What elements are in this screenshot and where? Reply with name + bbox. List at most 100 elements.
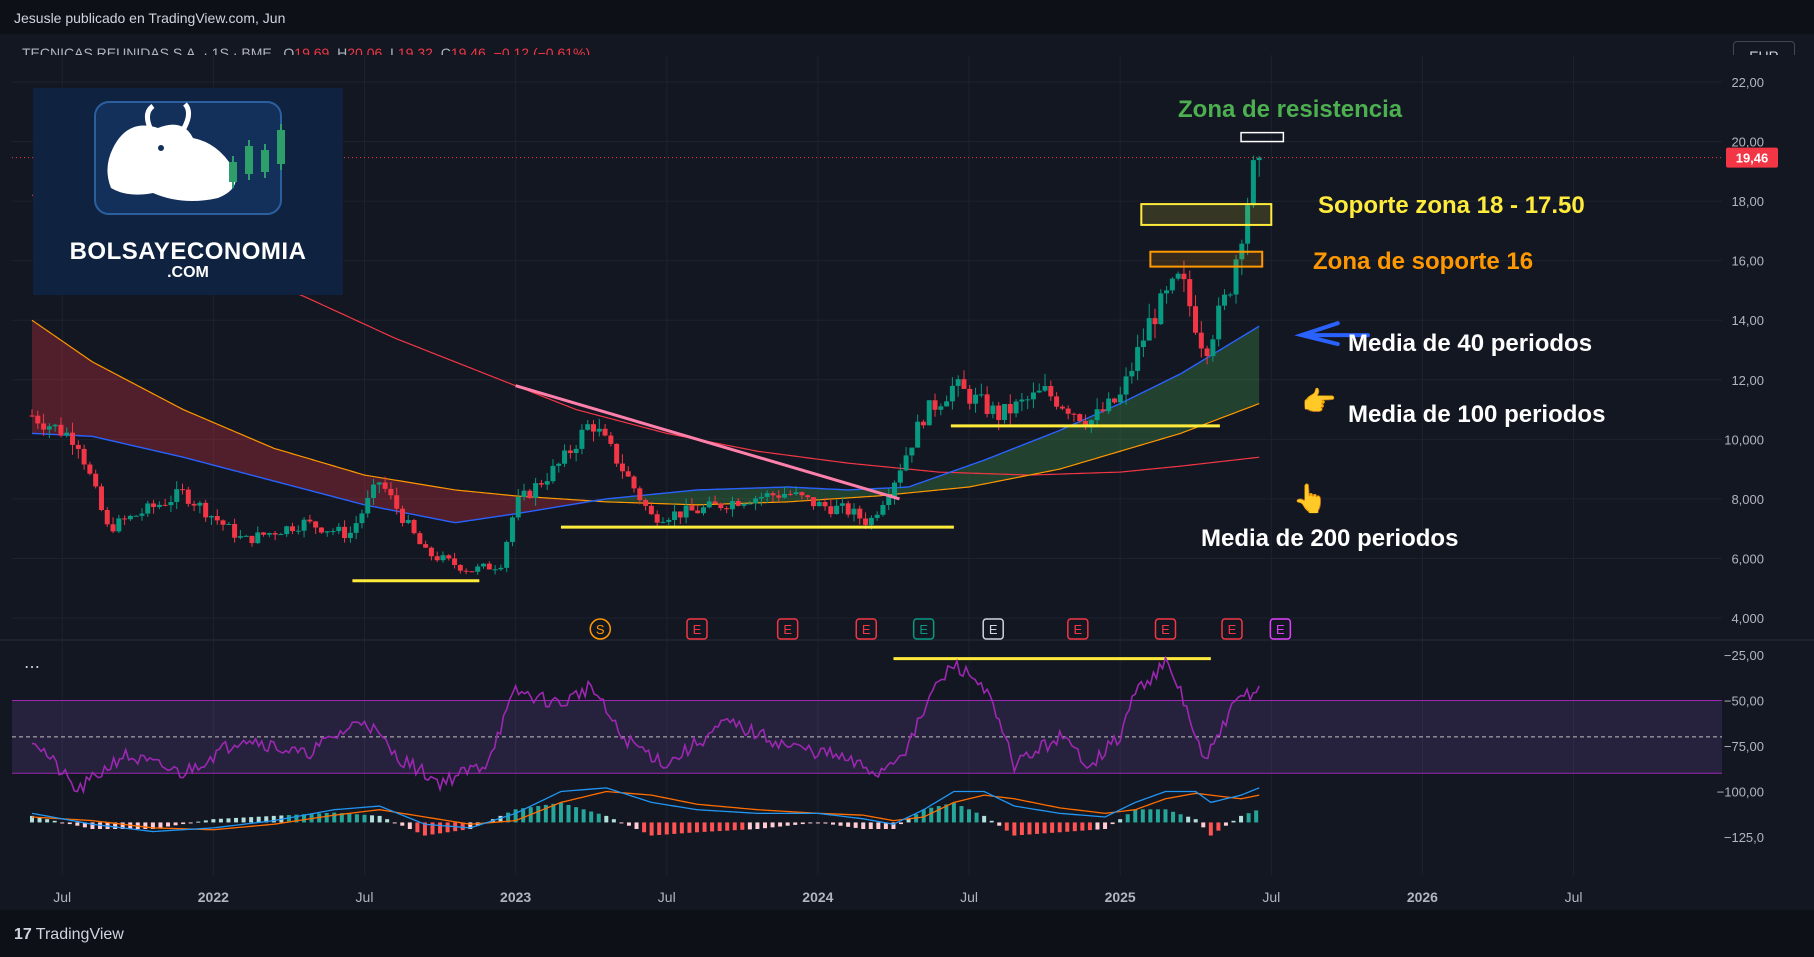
price-axis-label: 6,000 [1731,551,1764,566]
macd-histogram-bar [521,808,526,823]
macd-histogram-bar [264,816,269,823]
candle-body [237,536,243,538]
macd-histogram-bar [422,822,427,836]
candle-body [834,505,840,515]
tradingview-logo-icon: 17 [14,926,32,943]
macd-histogram-bar [1110,822,1115,825]
candle-body [973,394,979,404]
price-axis-label: 16,00 [1731,254,1764,269]
candle-body [920,421,926,426]
macd-histogram-bar [664,822,669,835]
earnings-marker [1269,618,1292,640]
macd-signal-line [31,790,1260,831]
macd-histogram-bar [400,822,405,826]
candle-body [1100,409,1106,412]
macd-histogram-bar [649,822,654,836]
price-axis-label: 10,000 [1724,432,1764,447]
candle-body [220,520,226,525]
publisher-text: Jesusle publicado en TradingView.com, Ju… [14,10,286,26]
candle-body [434,556,440,561]
candle-body [614,443,620,464]
macd-histogram-bar [619,822,624,824]
candle-body [481,563,487,567]
candle-body [1123,376,1129,395]
candle-body [1036,390,1042,393]
macd-histogram-bar [596,813,601,823]
candle-body [741,503,747,506]
time-axis-label: 2022 [198,889,229,905]
event-label: E [783,622,792,637]
candle-body [376,482,382,485]
candle-body [1158,293,1164,325]
macd-histogram-bar [211,819,216,823]
candle-body [1013,401,1019,414]
time-axis-label: Jul [960,889,978,905]
candle-body [1048,386,1054,397]
event-label: E [989,622,998,637]
macd-histogram-bar [989,820,994,823]
oscillator-axis-label: −75,00 [1724,739,1764,754]
macd-histogram-bar [370,815,375,823]
macd-histogram-bar [241,817,246,823]
macd-histogram-bar [694,822,699,833]
macd-histogram-bar [1155,809,1160,823]
macd-histogram-bar [1057,822,1062,833]
macd-histogram-bar [1004,822,1009,831]
annotation-media-200: Media de 200 periodos [1201,525,1459,552]
macd-histogram-bar [755,822,760,829]
candle-body [1175,273,1181,279]
candle-body [1077,414,1083,422]
candle-body [1198,332,1204,349]
macd-histogram-bar [37,817,42,823]
macd-histogram-bar [574,807,579,823]
candle-body [1111,398,1117,403]
macd-histogram-bar [536,806,541,823]
oscillator-axis-label: −50,00 [1724,694,1764,709]
price-axis-label: 12,00 [1731,373,1764,388]
macd-histogram-bar [891,822,896,829]
candle-body [770,493,776,496]
candle-body [127,515,133,520]
macd-histogram-bar [853,822,858,828]
macd-histogram-bar [770,822,775,828]
earnings-marker [855,618,877,640]
chart-canvas[interactable]: 👉 👆 S E E E E E E E E E 22,00 20,00 18,00 16,00 14,00 12,… [0,34,1814,910]
ma-cloud-bullish [591,326,1260,505]
macd-histogram-bar [1208,822,1213,836]
candle-body [654,514,660,523]
candle-body [915,421,921,448]
candle-body [1054,396,1060,407]
candle-body [313,521,319,528]
tradingview-logo[interactable]: 17 TradingView [14,926,124,944]
candle-body [446,555,452,559]
macd-histogram-bar [1095,822,1100,830]
macd-histogram-bar [566,804,571,823]
candle-body [208,516,214,518]
macd-histogram-bar [218,818,223,823]
macd-histogram-bar [1178,814,1183,823]
candle-body [110,524,116,532]
candle-body [828,506,834,515]
macd-histogram-bar [1125,814,1130,823]
more-options-icon[interactable]: ⋯ [24,659,40,676]
macd-histogram-bar [67,822,72,825]
candle-body [58,424,64,436]
macd-histogram-bar [936,806,941,823]
ohlc-low-label: L [390,45,398,61]
time-axis-label: Jul [1262,889,1280,905]
candle-body [1152,318,1158,325]
macd-histogram-bar [415,822,420,833]
candle-body [498,567,504,570]
macd-histogram-bar [838,822,843,826]
macd-histogram-bar [1087,822,1092,831]
event-label: E [693,622,702,637]
price-axis-label: 8,000 [1731,492,1764,507]
candle-body [463,570,469,572]
candle-body [839,503,845,506]
candle-body [475,566,481,572]
candle-body [938,406,944,410]
bull-logo-icon [94,101,285,215]
candle-body [886,496,892,506]
macd-histogram-bar [302,814,307,823]
macd-histogram-bar [173,822,178,826]
